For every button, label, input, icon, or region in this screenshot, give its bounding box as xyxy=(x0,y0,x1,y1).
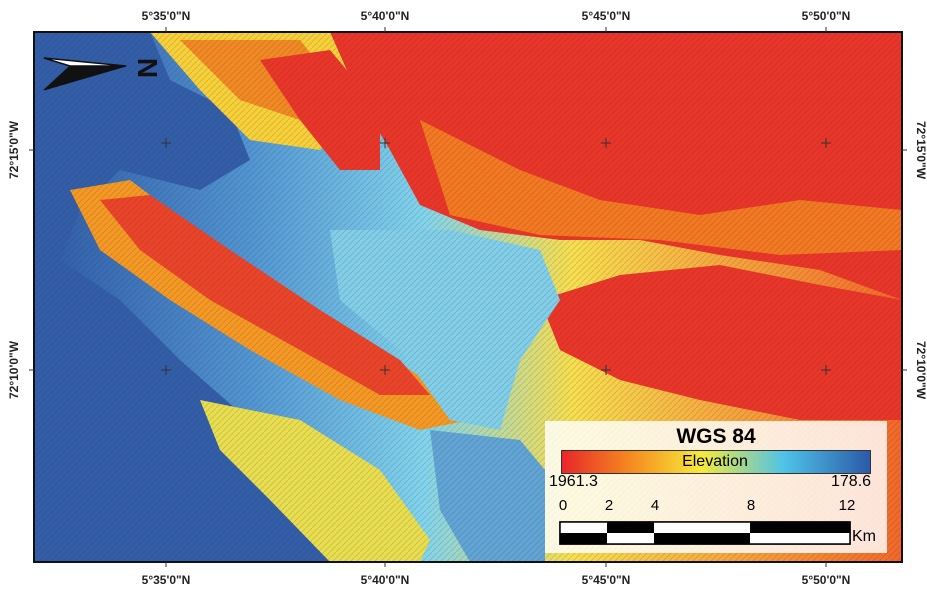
lat-label-top: 5°50'0"N xyxy=(802,9,851,23)
scale-unit: Km xyxy=(852,528,876,545)
north-arrow-icon: N xyxy=(43,57,163,91)
graticule xyxy=(29,27,907,567)
map-border xyxy=(33,31,903,563)
lat-label-bottom: 5°35'0"N xyxy=(142,573,191,587)
scale-tick-label: 2 xyxy=(604,497,614,514)
lon-label-left: 72°10'0"W xyxy=(7,340,21,399)
scale-tick-label: 12 xyxy=(838,497,856,514)
lat-label-top: 5°35'0"N xyxy=(142,9,191,23)
datum-title: WGS 84 xyxy=(676,425,756,448)
lat-label-bottom: 5°45'0"N xyxy=(582,573,631,587)
north-label: N xyxy=(132,58,163,78)
lon-label-right: 72°15'0"W xyxy=(914,121,927,180)
elevation-gradient-bar xyxy=(561,450,871,474)
elevation-low-value: 178.6 xyxy=(831,473,872,490)
lon-label-left: 72°15'0"W xyxy=(7,120,21,179)
scale-tick-label: 8 xyxy=(746,497,756,514)
lon-label-right: 72°10'0"W xyxy=(914,341,927,400)
lat-label-top: 5°40'0"N xyxy=(361,9,410,23)
elevation-label: Elevation xyxy=(682,453,748,470)
lat-label-bottom: 5°50'0"N xyxy=(802,573,851,587)
legend-panel: WGS 84 Elevation 1961.3 178.6 0 2 4 8 12… xyxy=(545,421,887,553)
lat-label-top: 5°45'0"N xyxy=(582,9,631,23)
elevation-high-value: 1961.3 xyxy=(549,473,598,490)
scale-bar xyxy=(559,521,851,545)
lat-label-bottom: 5°40'0"N xyxy=(361,573,410,587)
scale-tick-label: 0 xyxy=(558,497,568,514)
scale-tick-label: 4 xyxy=(650,497,660,514)
